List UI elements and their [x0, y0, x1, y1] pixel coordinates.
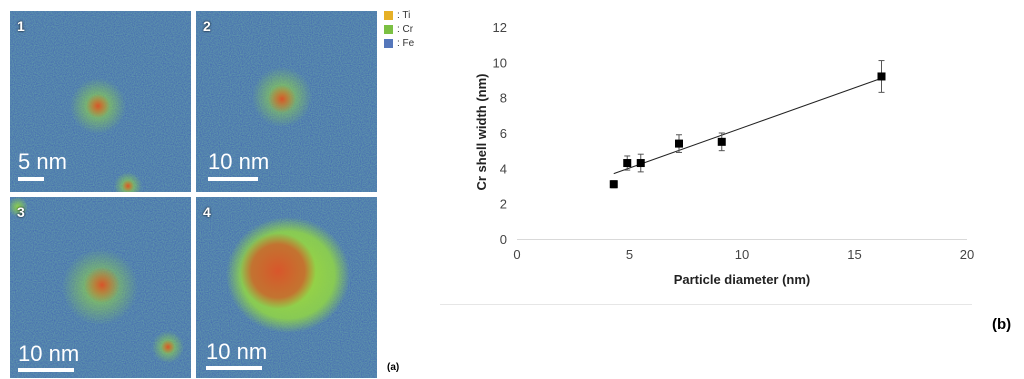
y-tick-label: 8 — [500, 91, 507, 106]
x-tick-labels: 0 5 10 15 20 — [513, 247, 974, 262]
x-tick-label: 5 — [626, 247, 633, 262]
figure-b-label: (b) — [992, 316, 1012, 333]
legend-item-fe: : Fe — [384, 37, 414, 49]
data-point — [609, 180, 618, 189]
scale-bar-label: 10 nm — [18, 341, 80, 366]
scale-bar-label: 10 nm — [208, 149, 270, 174]
eds-map-image — [196, 11, 377, 192]
y-tick-label: 10 — [493, 55, 507, 70]
legend-swatch — [384, 24, 393, 34]
data-point — [877, 72, 886, 81]
eds-map-image — [10, 197, 191, 378]
x-tick-label: 20 — [960, 247, 974, 262]
figure-a-label: (a) — [387, 362, 400, 373]
panel-number: 1 — [17, 18, 25, 34]
panel-number: 2 — [203, 18, 211, 34]
x-axis-title: Particle diameter (nm) — [674, 272, 811, 287]
eds-map-image — [10, 11, 191, 192]
legend-item-cr: : Cr — [384, 23, 414, 35]
x-tick-label: 0 — [513, 247, 520, 262]
panel-number: 4 — [203, 204, 211, 220]
trendline — [613, 77, 882, 175]
data-point — [717, 137, 726, 146]
eds-map-image — [196, 197, 377, 378]
scatter-chart: 0 2 4 6 8 10 12 0 5 10 15 20 Particle diameter (nm… — [440, 20, 974, 305]
y-tick-label: 2 — [500, 197, 507, 212]
trendline-group — [613, 77, 882, 175]
data-point — [675, 139, 683, 148]
y-tick-label: 0 — [500, 232, 507, 247]
x-tick-label: 10 — [735, 247, 749, 262]
micrograph-panel-3: 3 10 nm — [10, 197, 191, 378]
data-point — [623, 159, 632, 168]
error-bars — [610, 60, 885, 189]
legend-item-ti: : Ti — [384, 9, 414, 21]
data-points — [609, 72, 886, 189]
data-point — [636, 159, 645, 168]
scale-bar — [18, 368, 74, 372]
panel-number: 3 — [17, 204, 25, 220]
micrograph-panel-4: 4 10 nm — [196, 197, 377, 378]
legend-swatch — [384, 10, 393, 20]
scale-bar — [18, 177, 44, 181]
legend-label: : Cr — [397, 23, 414, 35]
y-tick-label: 12 — [493, 20, 507, 35]
element-legend: : Ti : Cr : Fe — [384, 9, 414, 51]
legend-swatch — [384, 38, 393, 48]
scale-bar — [206, 366, 262, 370]
y-tick-label: 6 — [500, 126, 507, 141]
scale-bar-label: 10 nm — [206, 339, 268, 364]
legend-label: : Fe — [397, 37, 415, 49]
micrograph-panel-1: 1 5 nm — [10, 11, 191, 192]
y-axis-title: Cr shell width (nm) — [474, 74, 489, 191]
scale-bar — [208, 177, 258, 181]
legend-label: : Ti — [397, 9, 411, 21]
x-tick-label: 15 — [847, 247, 861, 262]
micrograph-panel-2: 2 10 nm — [196, 11, 377, 192]
y-tick-labels: 0 2 4 6 8 10 12 — [493, 20, 507, 247]
scale-bar-label: 5 nm — [18, 149, 67, 174]
y-tick-label: 4 — [500, 161, 507, 176]
